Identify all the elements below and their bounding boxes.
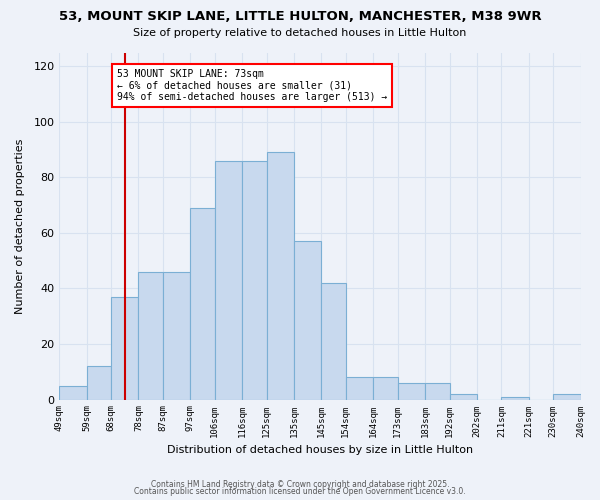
Bar (398, 383, 425, 400)
Bar (425, 383, 449, 400)
Y-axis label: Number of detached properties: Number of detached properties (15, 138, 25, 314)
Bar (86, 366, 111, 400)
Bar (163, 272, 190, 400)
Bar (449, 394, 477, 400)
X-axis label: Distribution of detached houses by size in Little Hulton: Distribution of detached houses by size … (167, 445, 473, 455)
Text: 53 MOUNT SKIP LANE: 73sqm
← 6% of detached houses are smaller (31)
94% of semi-d: 53 MOUNT SKIP LANE: 73sqm ← 6% of detach… (116, 69, 387, 102)
Bar (321, 283, 346, 400)
Text: 53, MOUNT SKIP LANE, LITTLE HULTON, MANCHESTER, M38 9WR: 53, MOUNT SKIP LANE, LITTLE HULTON, MANC… (59, 10, 541, 23)
Text: Contains HM Land Registry data © Crown copyright and database right 2025.: Contains HM Land Registry data © Crown c… (151, 480, 449, 489)
Bar (190, 208, 215, 400)
Bar (502, 397, 529, 400)
Bar (294, 242, 321, 400)
Bar (346, 378, 373, 400)
Bar (111, 297, 139, 400)
Bar (267, 152, 294, 400)
Bar (373, 378, 398, 400)
Text: Size of property relative to detached houses in Little Hulton: Size of property relative to detached ho… (133, 28, 467, 38)
Bar (139, 272, 163, 400)
Bar (59, 386, 86, 400)
Bar (242, 161, 267, 400)
Bar (215, 161, 242, 400)
Text: Contains public sector information licensed under the Open Government Licence v3: Contains public sector information licen… (134, 487, 466, 496)
Bar (553, 394, 581, 400)
